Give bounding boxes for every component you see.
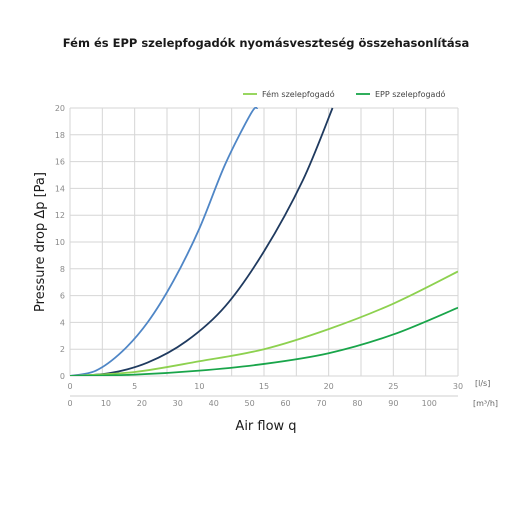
legend-label-1: Fém szelepfogadó (262, 89, 335, 99)
x2-tick-label: 70 (316, 399, 326, 408)
legend: Fém szelepfogadó EPP szelepfogadó (243, 89, 446, 99)
x2-tick-label: 60 (280, 399, 290, 408)
x-tick-label: 30 (453, 382, 463, 391)
y-tick-label: 16 (55, 158, 65, 167)
x-tick-label: 25 (388, 382, 398, 391)
grid (69, 107, 459, 397)
tick-labels: 0 2 4 6 8 10 12 14 16 18 20 0 5 10 15 20 25 30 0 10 20 30 40 50… (55, 104, 463, 408)
y-tick-label: 4 (60, 318, 65, 327)
series-line-1 (70, 107, 259, 376)
y-tick-label: 0 (60, 372, 65, 381)
x-axis-title: Air flow q (235, 419, 296, 434)
y-axis-title: Pressure drop Δp [Pa] (33, 172, 48, 312)
x2-tick-label: 50 (245, 399, 255, 408)
x-tick-label: 5 (132, 382, 137, 391)
x2-tick-label: 100 (422, 399, 437, 408)
x-tick-label: 0 (67, 382, 72, 391)
series-lines (70, 107, 458, 376)
x-tick-label: 10 (194, 382, 204, 391)
y-tick-label: 2 (60, 345, 65, 354)
x2-tick-label: 0 (67, 399, 72, 408)
y-tick-label: 8 (60, 265, 65, 274)
y-tick-label: 14 (55, 184, 65, 193)
x2-tick-label: 40 (209, 399, 219, 408)
y-tick-label: 12 (55, 211, 65, 220)
x2-tick-label: 80 (352, 399, 362, 408)
x-axis-unit-m3h: [m³/h] (473, 399, 498, 408)
x-tick-label: 20 (324, 382, 334, 391)
y-tick-label: 18 (55, 131, 65, 140)
x2-tick-label: 20 (137, 399, 147, 408)
chart-title: Fém és EPP szelepfogadók nyomásveszteség… (63, 36, 469, 50)
legend-label-2: EPP szelepfogadó (375, 89, 446, 99)
y-tick-label: 10 (55, 238, 65, 247)
x-axis-unit-lps: [l/s] (475, 379, 490, 388)
series-line-4 (70, 306, 458, 376)
x2-tick-label: 10 (101, 399, 111, 408)
x2-tick-label: 30 (173, 399, 183, 408)
y-tick-label: 20 (55, 104, 65, 113)
x-tick-label: 15 (259, 382, 269, 391)
x2-tick-label: 90 (388, 399, 398, 408)
series-line-2 (70, 107, 334, 376)
y-tick-label: 6 (60, 292, 65, 301)
series-line-3 (70, 270, 458, 376)
